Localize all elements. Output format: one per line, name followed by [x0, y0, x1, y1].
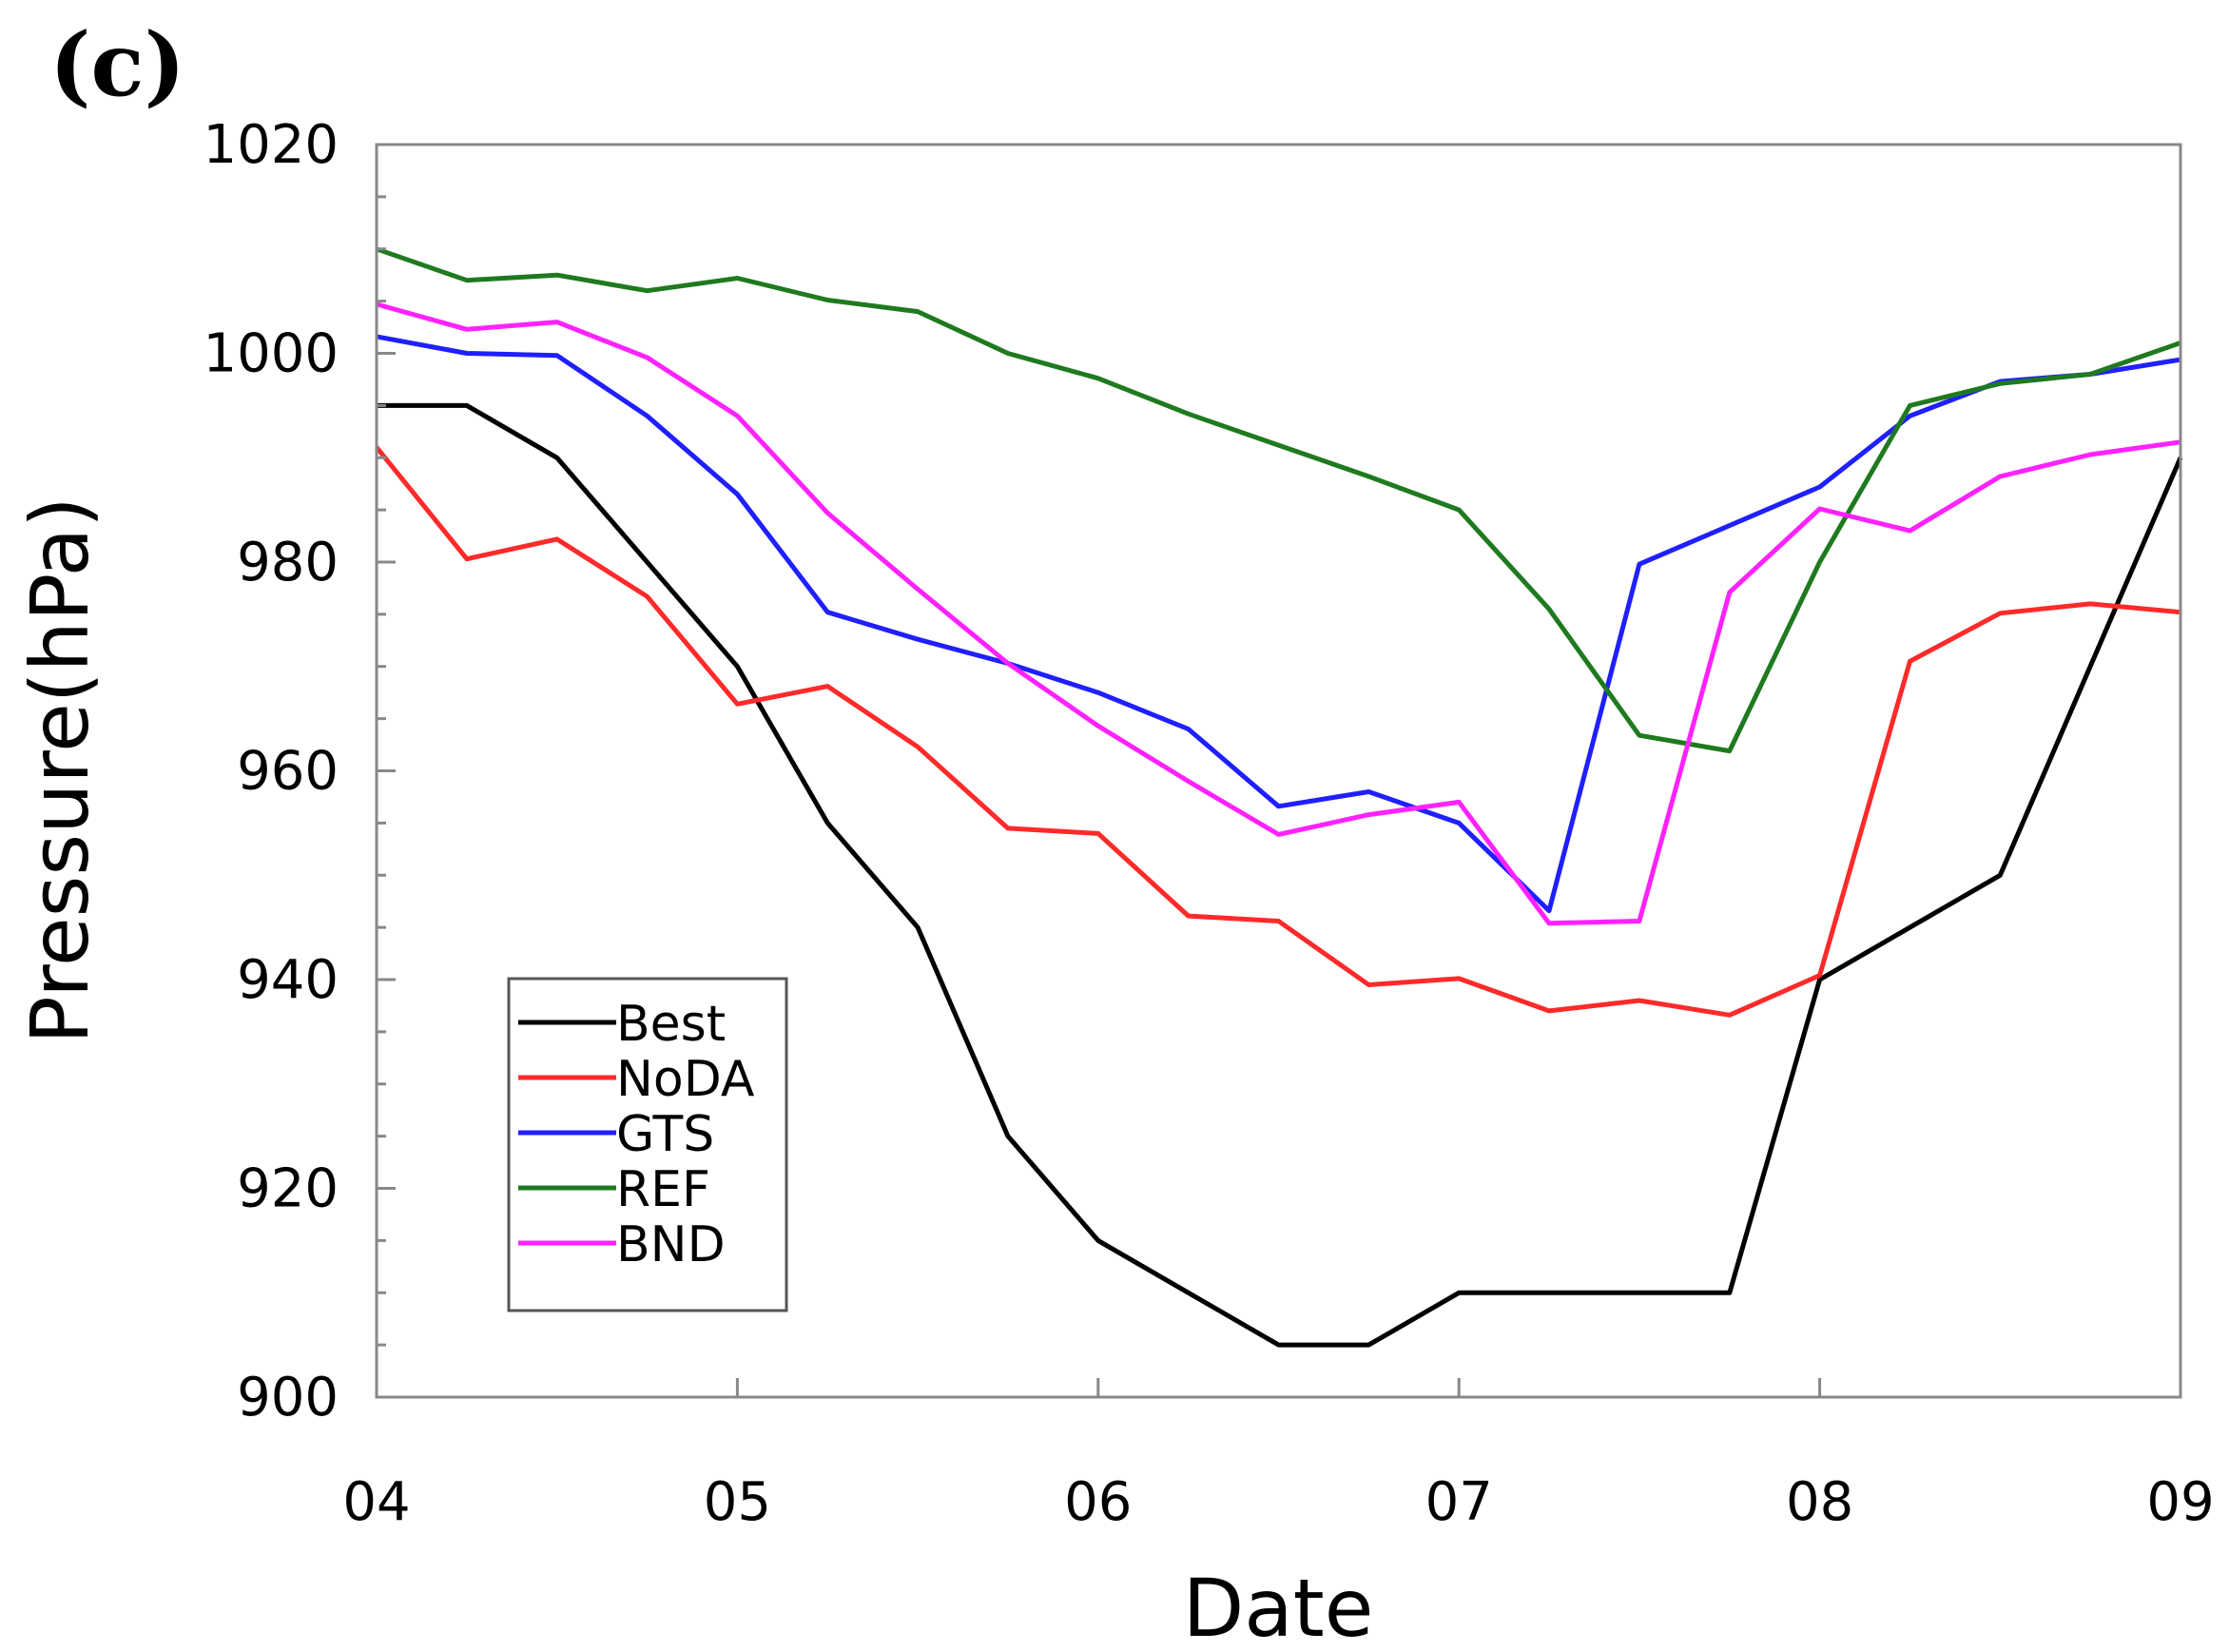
series-layer — [375, 246, 2183, 1348]
series-line-ref — [376, 246, 2181, 754]
y-tick-label: 960 — [237, 741, 339, 803]
x-tick-label: 04 — [342, 1471, 410, 1533]
y-tick-label: 920 — [237, 1158, 339, 1220]
legend-label-bnd: BND — [616, 1216, 726, 1273]
series-line-gts — [376, 334, 2181, 914]
x-tick-label: 07 — [1425, 1471, 1493, 1533]
x-axis-title: Date — [1183, 1562, 1374, 1652]
y-tick-label: 900 — [237, 1367, 339, 1428]
legend-box — [507, 977, 788, 1312]
x-tick-label: 05 — [704, 1471, 771, 1533]
legend-label-gts: GTS — [616, 1106, 714, 1163]
series-line-bnd — [376, 301, 2181, 926]
series-line-noda — [375, 445, 2181, 1018]
series-line-best — [377, 402, 2183, 1348]
x-tick-label: 08 — [1786, 1471, 1853, 1533]
x-tick-label: 06 — [1064, 1471, 1132, 1533]
y-tick-label: 1000 — [203, 323, 339, 385]
panel-label: (c) — [49, 13, 185, 116]
y-tick-label: 940 — [237, 949, 339, 1011]
y-tick-label: 1020 — [203, 114, 339, 176]
x-axis: 04 05 06 07 08 09 — [342, 1378, 2215, 1533]
legend-label-ref: REF — [616, 1161, 710, 1218]
y-axis-title: Pressure(hPa) — [13, 496, 107, 1044]
legend-label-best: Best — [616, 996, 726, 1053]
y-axis: 900 920 940 960 980 1000 1020 — [203, 114, 396, 1428]
y-tick-label: 980 — [237, 532, 339, 593]
legend-label-noda: NoDA — [616, 1051, 755, 1108]
x-tick-label: 09 — [2146, 1471, 2214, 1533]
